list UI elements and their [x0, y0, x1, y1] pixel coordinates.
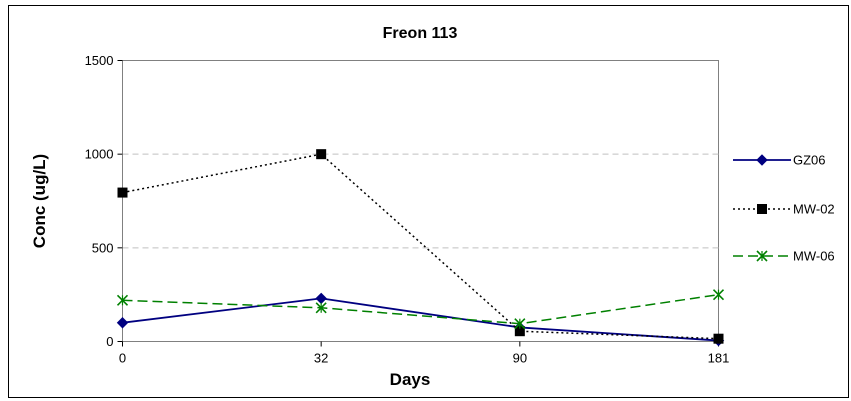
data-point-mw-06	[514, 318, 526, 330]
data-point-mw-02	[316, 149, 327, 160]
data-point-mw-02	[713, 333, 724, 344]
y-axis: 0 500 1000 1500	[85, 53, 123, 349]
x-axis-title: Days	[390, 370, 431, 389]
y-tick-label: 1500	[85, 53, 114, 68]
legend-marker-gz06	[756, 154, 768, 166]
series-mw-06	[116, 289, 725, 330]
legend-marker-mw-06	[756, 250, 768, 262]
plot-area	[122, 60, 719, 342]
series-line-mw-02	[122, 153, 719, 340]
series-line-gz06	[122, 297, 719, 342]
legend-item-gz06: GZ06	[733, 153, 826, 168]
series-mw-02	[117, 149, 724, 344]
legend-item-mw-02: MW-02	[733, 202, 835, 217]
data-point-mw-06	[712, 289, 725, 301]
x-tick-label: 181	[708, 351, 730, 366]
y-tick-label: 0	[106, 334, 113, 349]
y-axis-title: Conc (ug/L)	[30, 154, 49, 248]
legend-label-mw-06: MW-06	[793, 249, 835, 264]
y-tick-label: 500	[92, 240, 114, 255]
data-point-mw-06	[315, 302, 327, 314]
x-axis: 0 32 90 181	[119, 341, 730, 366]
x-tick-label: 90	[513, 351, 527, 366]
data-point-mw-06	[116, 294, 129, 306]
legend-label-gz06: GZ06	[793, 153, 826, 168]
data-point-mw-02	[117, 187, 128, 198]
series-line-mw-06	[122, 293, 719, 325]
y-tick-label: 1000	[85, 147, 114, 162]
data-point-gz06	[116, 317, 129, 329]
legend-label-mw-02: MW-02	[793, 202, 835, 217]
legend: GZ06 MW-02 MW-06	[733, 153, 835, 264]
x-tick-label: 32	[314, 351, 328, 366]
series-group	[116, 149, 725, 347]
chart-title: Freon 113	[383, 25, 458, 42]
legend-item-mw-06: MW-06	[733, 249, 835, 264]
x-tick-label: 0	[119, 351, 126, 366]
legend-marker-mw-02	[757, 204, 767, 214]
